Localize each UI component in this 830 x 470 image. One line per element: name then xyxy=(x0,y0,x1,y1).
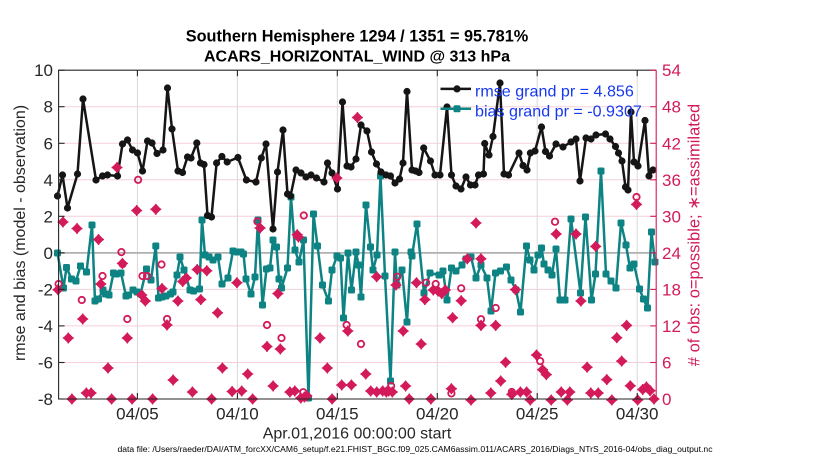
svg-text:8: 8 xyxy=(44,98,53,117)
svg-text:ACARS_HORIZONTAL_WIND @ 313 hP: ACARS_HORIZONTAL_WIND @ 313 hPa xyxy=(204,49,510,66)
svg-text:04/20: 04/20 xyxy=(416,405,459,424)
svg-text:rmse and bias (model - observa: rmse and bias (model - observation) xyxy=(12,105,29,361)
svg-text:12: 12 xyxy=(662,317,681,336)
svg-text:54: 54 xyxy=(662,61,681,80)
svg-text:rmse grand pr = 4.856: rmse grand pr = 4.856 xyxy=(475,83,634,101)
svg-text:18: 18 xyxy=(662,280,681,299)
svg-text:48: 48 xyxy=(662,98,681,117)
svg-text:2: 2 xyxy=(44,207,53,226)
svg-text:04/05: 04/05 xyxy=(116,405,159,424)
svg-text:-8: -8 xyxy=(38,390,53,409)
svg-text:bias grand pr = -0.9307: bias grand pr = -0.9307 xyxy=(475,103,642,121)
svg-text:# of obs: o=possible; ∗=assimi: # of obs: o=possible; ∗=assimilated xyxy=(686,104,704,366)
svg-text:04/10: 04/10 xyxy=(216,405,259,424)
svg-text:42: 42 xyxy=(662,134,681,153)
svg-text:6: 6 xyxy=(44,134,53,153)
svg-text:-4: -4 xyxy=(38,317,53,336)
svg-text:0: 0 xyxy=(44,244,53,263)
svg-text:6: 6 xyxy=(662,354,671,373)
svg-text:36: 36 xyxy=(662,171,681,190)
svg-text:-2: -2 xyxy=(38,280,53,299)
svg-text:0: 0 xyxy=(662,390,671,409)
svg-text:04/30: 04/30 xyxy=(616,405,659,424)
svg-text:24: 24 xyxy=(662,244,681,263)
svg-text:30: 30 xyxy=(662,207,681,226)
svg-text:-6: -6 xyxy=(38,354,53,373)
svg-text:Southern Hemisphere 1294 / 135: Southern Hemisphere 1294 / 1351 = 95.781… xyxy=(186,28,529,46)
svg-text:10: 10 xyxy=(34,61,53,80)
svg-text:04/25: 04/25 xyxy=(516,405,559,424)
svg-text:4: 4 xyxy=(44,171,53,190)
svg-text:Apr.01,2016 00:00:00 start: Apr.01,2016 00:00:00 start xyxy=(263,426,452,443)
svg-text:04/15: 04/15 xyxy=(316,405,359,424)
svg-text:data file: /Users/raeder/DAI/A: data file: /Users/raeder/DAI/ATM_forcXX/… xyxy=(117,444,713,454)
